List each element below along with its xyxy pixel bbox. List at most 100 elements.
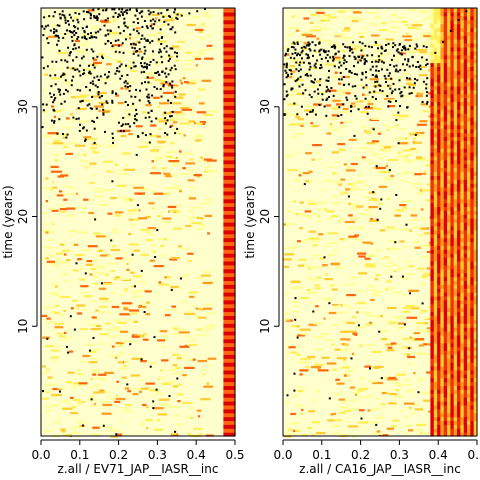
heatmap-cell — [443, 39, 448, 44]
significance-point — [69, 315, 72, 318]
heatmap-cell — [460, 292, 465, 297]
heatmap-cell — [227, 132, 232, 137]
heatmap-cell — [447, 120, 451, 126]
heatmap-cell — [422, 19, 426, 22]
heatmap-cell — [430, 334, 435, 340]
heatmap-cell — [185, 224, 192, 228]
significance-point — [326, 60, 329, 63]
heatmap-cell — [227, 319, 232, 324]
heatmap-cell — [83, 198, 89, 201]
heatmap-cell — [453, 70, 458, 75]
heatmap-cell — [123, 308, 129, 311]
heatmap-cell — [72, 431, 80, 434]
heatmap-cell — [467, 385, 471, 390]
significance-point — [72, 67, 75, 70]
significance-point — [118, 8, 121, 11]
heatmap-cell — [335, 103, 345, 106]
heatmap-cell — [357, 212, 363, 215]
significance-point — [361, 71, 364, 74]
significance-point — [82, 73, 84, 76]
heatmap-cell — [331, 172, 337, 175]
heatmap-cell — [43, 223, 47, 226]
significance-point — [294, 318, 297, 321]
heatmap-cell — [97, 203, 109, 206]
heatmap-cell — [227, 334, 232, 340]
heatmap-cell — [231, 381, 236, 386]
heatmap-cell — [453, 78, 458, 83]
heatmap-cell — [344, 220, 355, 224]
heatmap-cell — [437, 11, 441, 17]
heatmap-cell — [203, 113, 213, 116]
heatmap-cell — [44, 306, 55, 309]
heatmap-cell — [437, 416, 441, 421]
heatmap-cell — [473, 408, 478, 414]
heatmap-cell — [450, 85, 455, 91]
significance-point — [135, 153, 138, 156]
significance-point — [388, 169, 391, 172]
significance-point — [103, 24, 106, 27]
heatmap-cell — [227, 253, 232, 258]
heatmap-cell — [389, 177, 394, 180]
significance-point — [286, 394, 289, 397]
heatmap-cell — [450, 311, 455, 316]
significance-point — [148, 63, 151, 66]
significance-point — [99, 28, 102, 31]
heatmap-cell — [450, 315, 455, 320]
heatmap-cell — [385, 40, 389, 43]
significance-point — [392, 46, 394, 49]
heatmap-cell — [453, 113, 458, 118]
significance-point — [89, 72, 92, 75]
heatmap-cell — [338, 36, 348, 39]
heatmap-cell — [227, 404, 232, 410]
significance-point — [353, 134, 356, 137]
significance-point — [129, 343, 132, 346]
heatmap-cell — [314, 287, 322, 290]
heatmap-cell — [440, 140, 445, 145]
heatmap-cell — [460, 198, 465, 204]
significance-point — [296, 336, 299, 339]
heatmap-cell — [408, 83, 416, 87]
heatmap-cell — [410, 412, 416, 415]
significance-point — [325, 114, 328, 117]
heatmap-cell — [128, 218, 134, 221]
heatmap-cell — [314, 348, 323, 351]
heatmap-cell — [298, 258, 307, 261]
heatmap-cell — [285, 292, 288, 296]
heatmap-cell — [227, 292, 232, 297]
heatmap-cell — [223, 268, 228, 274]
significance-point — [397, 70, 400, 73]
heatmap-cell — [460, 280, 465, 285]
heatmap-cell — [173, 111, 182, 114]
heatmap-cell — [463, 85, 468, 91]
heatmap-cell — [185, 51, 193, 54]
heatmap-cell — [473, 31, 478, 36]
heatmap-cell — [357, 252, 367, 255]
heatmap-cell — [453, 187, 458, 192]
heatmap-cell — [443, 233, 448, 239]
heatmap-cell — [352, 207, 358, 210]
significance-point — [128, 113, 131, 116]
heatmap-cell — [51, 393, 62, 397]
heatmap-cell — [163, 238, 168, 241]
heatmap-cell — [143, 282, 146, 285]
heatmap-cell — [430, 412, 435, 418]
heatmap-cell — [473, 89, 478, 95]
significance-point — [163, 20, 166, 23]
heatmap-cell — [457, 202, 461, 207]
heatmap-cell — [473, 35, 478, 40]
heatmap-cell — [78, 382, 88, 385]
significance-point — [90, 32, 92, 35]
heatmap-cell — [227, 109, 232, 114]
heatmap-cell — [447, 93, 451, 99]
heatmap-cell — [98, 373, 107, 376]
heatmap-cell — [453, 342, 458, 348]
heatmap-cell — [437, 260, 441, 266]
heatmap-cell — [153, 156, 161, 160]
heatmap-cell — [358, 239, 362, 242]
heatmap-cell — [453, 43, 458, 48]
significance-point — [399, 52, 402, 55]
heatmap-cell — [457, 101, 461, 106]
significance-point — [345, 68, 348, 70]
heatmap-cell — [417, 233, 427, 236]
heatmap-cell — [392, 343, 402, 346]
